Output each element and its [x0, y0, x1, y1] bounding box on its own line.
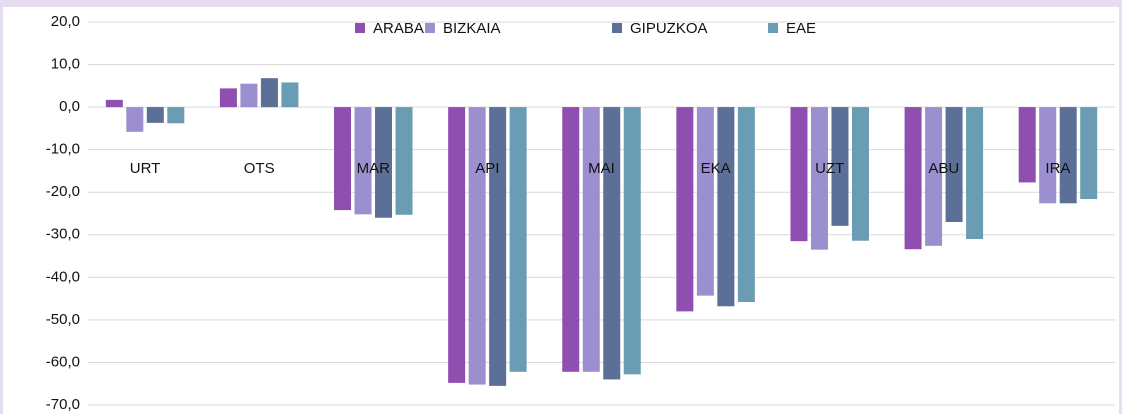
bar: [831, 107, 849, 226]
top-border: [0, 0, 1122, 7]
bar: [281, 82, 299, 108]
bar: [676, 107, 694, 312]
legend-marker: [768, 23, 778, 33]
legend-marker: [612, 23, 622, 33]
x-tick-label: ABU: [928, 160, 959, 177]
bar: [126, 107, 144, 132]
legend-marker: [355, 23, 365, 33]
bar: [1080, 107, 1098, 200]
y-tick-label: 20,0: [51, 13, 80, 30]
y-tick-label: 0,0: [59, 98, 80, 115]
bar: [448, 107, 466, 383]
x-tick-label: URT: [130, 160, 161, 177]
y-tick-label: -10,0: [46, 141, 80, 158]
y-tick-label: -70,0: [46, 396, 80, 413]
bar: [354, 107, 372, 215]
bar: [219, 88, 237, 108]
y-tick-label: -30,0: [46, 226, 80, 243]
right-border: [1119, 0, 1122, 414]
y-tick-label: -50,0: [46, 311, 80, 328]
bar: [240, 83, 258, 108]
x-tick-label: MAI: [588, 160, 615, 177]
legend-label: ARABA: [373, 20, 424, 37]
left-border: [0, 0, 3, 414]
x-tick-label: UZT: [815, 160, 844, 177]
y-tick-label: -40,0: [46, 268, 80, 285]
x-tick-label: EKA: [701, 160, 731, 177]
bar: [582, 107, 600, 372]
bar: [945, 107, 963, 223]
x-tick-label: API: [475, 160, 499, 177]
bar: [105, 99, 123, 108]
bar: [489, 107, 507, 386]
bar: [603, 107, 621, 380]
bar: [334, 107, 352, 211]
legend-label: EAE: [786, 20, 816, 37]
bar: [810, 107, 828, 250]
bar: [375, 107, 393, 218]
bar: [468, 107, 486, 385]
x-tick-label: OTS: [244, 160, 275, 177]
bar: [562, 107, 580, 372]
bar: [260, 78, 278, 108]
y-tick-label: -60,0: [46, 353, 80, 370]
bar: [904, 107, 922, 250]
y-tick-label: -20,0: [46, 183, 80, 200]
bar: [167, 107, 185, 124]
bar: [1018, 107, 1036, 183]
bar: [395, 107, 413, 215]
x-tick-label: IRA: [1045, 160, 1070, 177]
y-tick-label: 10,0: [51, 56, 80, 73]
bar: [1059, 107, 1077, 204]
legend-label: GIPUZKOA: [630, 20, 708, 37]
bar: [966, 107, 984, 240]
bar: [717, 107, 735, 307]
legend-marker: [425, 23, 435, 33]
bar: [737, 107, 755, 303]
bar: [1039, 107, 1057, 204]
bar: [146, 107, 164, 123]
bar: [509, 107, 527, 372]
legend-label: BIZKAIA: [443, 20, 501, 37]
x-tick-label: MAR: [357, 160, 391, 177]
bar: [851, 107, 869, 241]
bar: [696, 107, 714, 296]
bar: [925, 107, 943, 246]
bar: [623, 107, 641, 375]
bar: [790, 107, 808, 242]
